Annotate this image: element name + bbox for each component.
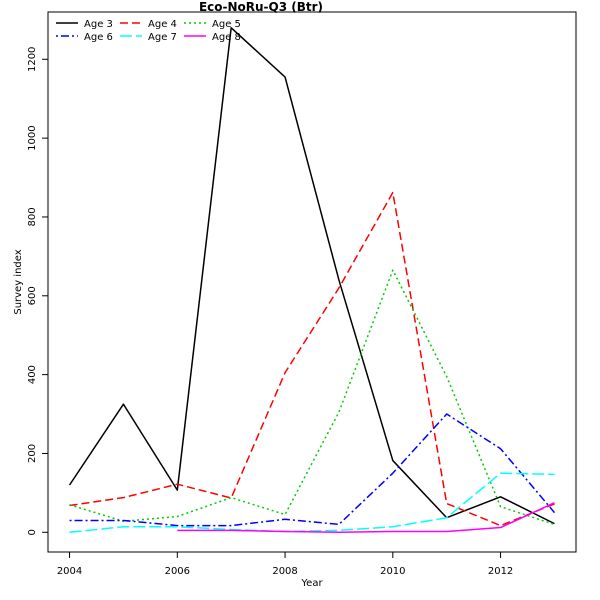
y-tick-label: 1000 <box>27 125 38 150</box>
legend-label: Age 8 <box>212 32 241 43</box>
legend-item: Age 4 <box>120 19 177 30</box>
series-age-7 <box>69 472 555 534</box>
legend-label: Age 3 <box>84 19 113 30</box>
y-tick-label: 600 <box>27 286 38 305</box>
series-line <box>69 472 555 534</box>
series-age-8 <box>177 502 555 534</box>
legend: Age 3 Age 4 Age 5 Age 6 Age 7 Age 8 <box>56 19 241 43</box>
series-age-4 <box>69 191 555 527</box>
series-layer <box>68 27 556 534</box>
x-tick-label: 2006 <box>165 566 190 577</box>
x-tick-label: 2012 <box>488 566 513 577</box>
x-tick-label: 2004 <box>57 566 82 577</box>
series-line <box>69 269 555 526</box>
x-tick-label: 2010 <box>380 566 405 577</box>
y-tick-label: 1200 <box>27 47 38 72</box>
legend-item: Age 3 <box>56 19 113 30</box>
legend-item: Age 5 <box>184 19 241 30</box>
series-line <box>69 413 556 527</box>
x-tick-label: 2008 <box>272 566 297 577</box>
series-line <box>68 27 555 525</box>
y-tick-label: 800 <box>27 207 38 226</box>
legend-label: Age 7 <box>148 32 177 43</box>
chart-title: Eco-NoRu-Q3 (Btr) <box>199 0 323 14</box>
plot-frame <box>47 11 577 553</box>
y-axis: 0 200 400 600 800 1000 1200 <box>27 47 48 535</box>
x-axis: 2004 2006 2008 2010 2012 <box>57 552 513 577</box>
legend-item: Age 6 <box>56 32 113 43</box>
legend-label: Age 5 <box>212 19 241 30</box>
series-line <box>69 191 555 527</box>
legend-label: Age 6 <box>84 32 113 43</box>
legend-item: Age 8 <box>184 32 241 43</box>
x-axis-title: Year <box>300 578 323 589</box>
series-age-3 <box>68 27 555 525</box>
series-age-5 <box>69 269 555 526</box>
y-tick-label: 400 <box>27 365 38 384</box>
series-line <box>177 502 555 534</box>
y-tick-label: 200 <box>27 444 38 463</box>
legend-item: Age 7 <box>120 32 177 43</box>
series-age-6 <box>69 413 556 527</box>
y-axis-title: Survey index <box>13 249 24 314</box>
legend-label: Age 4 <box>148 19 177 30</box>
y-tick-label: 0 <box>27 529 38 535</box>
